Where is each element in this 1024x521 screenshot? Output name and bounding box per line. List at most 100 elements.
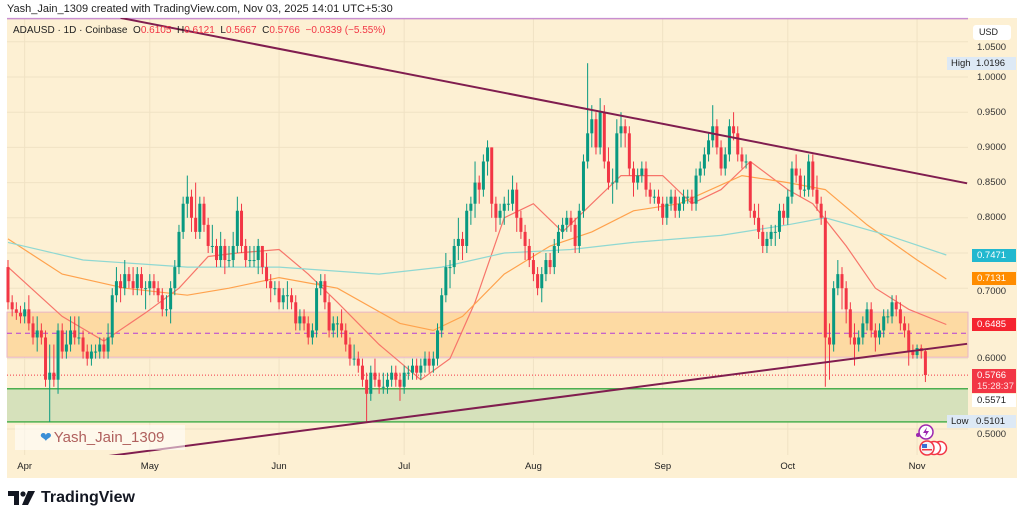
candle-body [415,365,419,373]
candle-body [782,210,786,218]
candle-body [907,330,911,352]
currency-button[interactable]: USD [973,25,1011,40]
candle-body [285,295,289,297]
candle-body [627,133,631,169]
date-tick-label: Apr [17,461,33,472]
candle-body [723,154,727,169]
candle-body [802,189,806,191]
candle-body [323,281,327,303]
candle-body [915,348,919,356]
candle-body [882,316,886,331]
candle-body [765,238,769,246]
candle-body [119,281,123,289]
candle-body [486,147,490,162]
candle-body [857,337,861,345]
candle-body [144,288,148,290]
candle-body [511,189,515,204]
candle-body [606,161,610,183]
candle-body [302,316,306,324]
candle-body [310,330,314,338]
candle-body [469,203,473,211]
candle-body [519,217,523,232]
low-price-label: 0.5101 [972,415,1016,429]
candle-body [181,203,185,232]
candle-body [798,175,802,190]
candle-body [477,182,481,190]
candle-body [602,112,606,162]
candle-body [219,245,223,261]
candle-body [398,379,402,387]
candle-body [248,260,252,262]
price-tick-label: 0.9000 [977,141,1007,153]
candle-body [807,161,811,190]
candle-body [911,351,915,356]
candle-body [281,295,285,303]
candle-body [861,323,865,338]
candle-body [644,168,648,190]
change-value: −0.0339 (−5.55%) [305,25,386,36]
date-tick-label: Nov [908,461,926,472]
candle-body [394,372,398,380]
candle-body [702,154,706,169]
candle-body [114,281,118,296]
candle-body [269,281,273,289]
tradingview-logo[interactable]: TradingView [8,489,135,507]
candle-body [873,330,877,338]
candle-body [240,210,244,246]
candle-body [452,245,456,268]
candle-body [419,365,423,373]
candle-body [665,203,669,218]
candle-body [260,245,264,268]
us-economic-events-icon[interactable] [918,440,948,456]
candle-body [6,267,10,303]
close-value: 0.5766 [269,25,300,36]
low-tag: Low [947,415,973,429]
candle-body [836,274,840,289]
candle-body [657,196,661,204]
candle-body [848,309,852,338]
candle-body [494,203,498,218]
candle-body [177,231,181,268]
candle-body [740,154,744,162]
candle-body [811,161,815,190]
candle-body [23,309,27,317]
candle-body [898,309,902,324]
candle-body [85,351,89,359]
candle-body [719,147,723,169]
candle-body [19,312,23,317]
price-value: 0.6485 [977,318,1007,330]
candle-body [231,245,235,261]
candle-body [752,210,756,218]
candle-body [790,168,794,197]
candle-body [273,288,277,290]
candle-body [189,196,193,218]
candle-body [210,245,214,247]
candle-body [707,140,711,155]
ma50-price-label: 0.7131 [972,272,1016,286]
ma200-price-label: 0.7471 [972,248,1016,262]
price-value: 0.7131 [977,273,1007,285]
candle-body [373,372,377,380]
candle-body [331,323,335,331]
candle-body [406,372,410,374]
date-tick-label: May [140,461,159,472]
candle-body [444,267,448,296]
candle-body [381,386,385,388]
candle-body [365,379,369,394]
candle-body [506,203,510,205]
candle-body [327,302,331,331]
lightning-event-icon[interactable] [915,423,935,441]
candle-body [777,210,781,232]
candle-body [77,337,81,339]
candle-body [923,351,927,376]
candle-body [31,323,35,338]
symbol-legend: ADAUSD · 1D · Coinbase O0.6105 H0.6121 L… [13,25,386,36]
candle-body [548,260,552,268]
candle-body [473,182,477,204]
candle-body [102,344,106,352]
candle-body [581,161,585,211]
candle-body [611,182,615,184]
candle-body [52,372,56,380]
date-tick-label: Oct [780,461,796,472]
